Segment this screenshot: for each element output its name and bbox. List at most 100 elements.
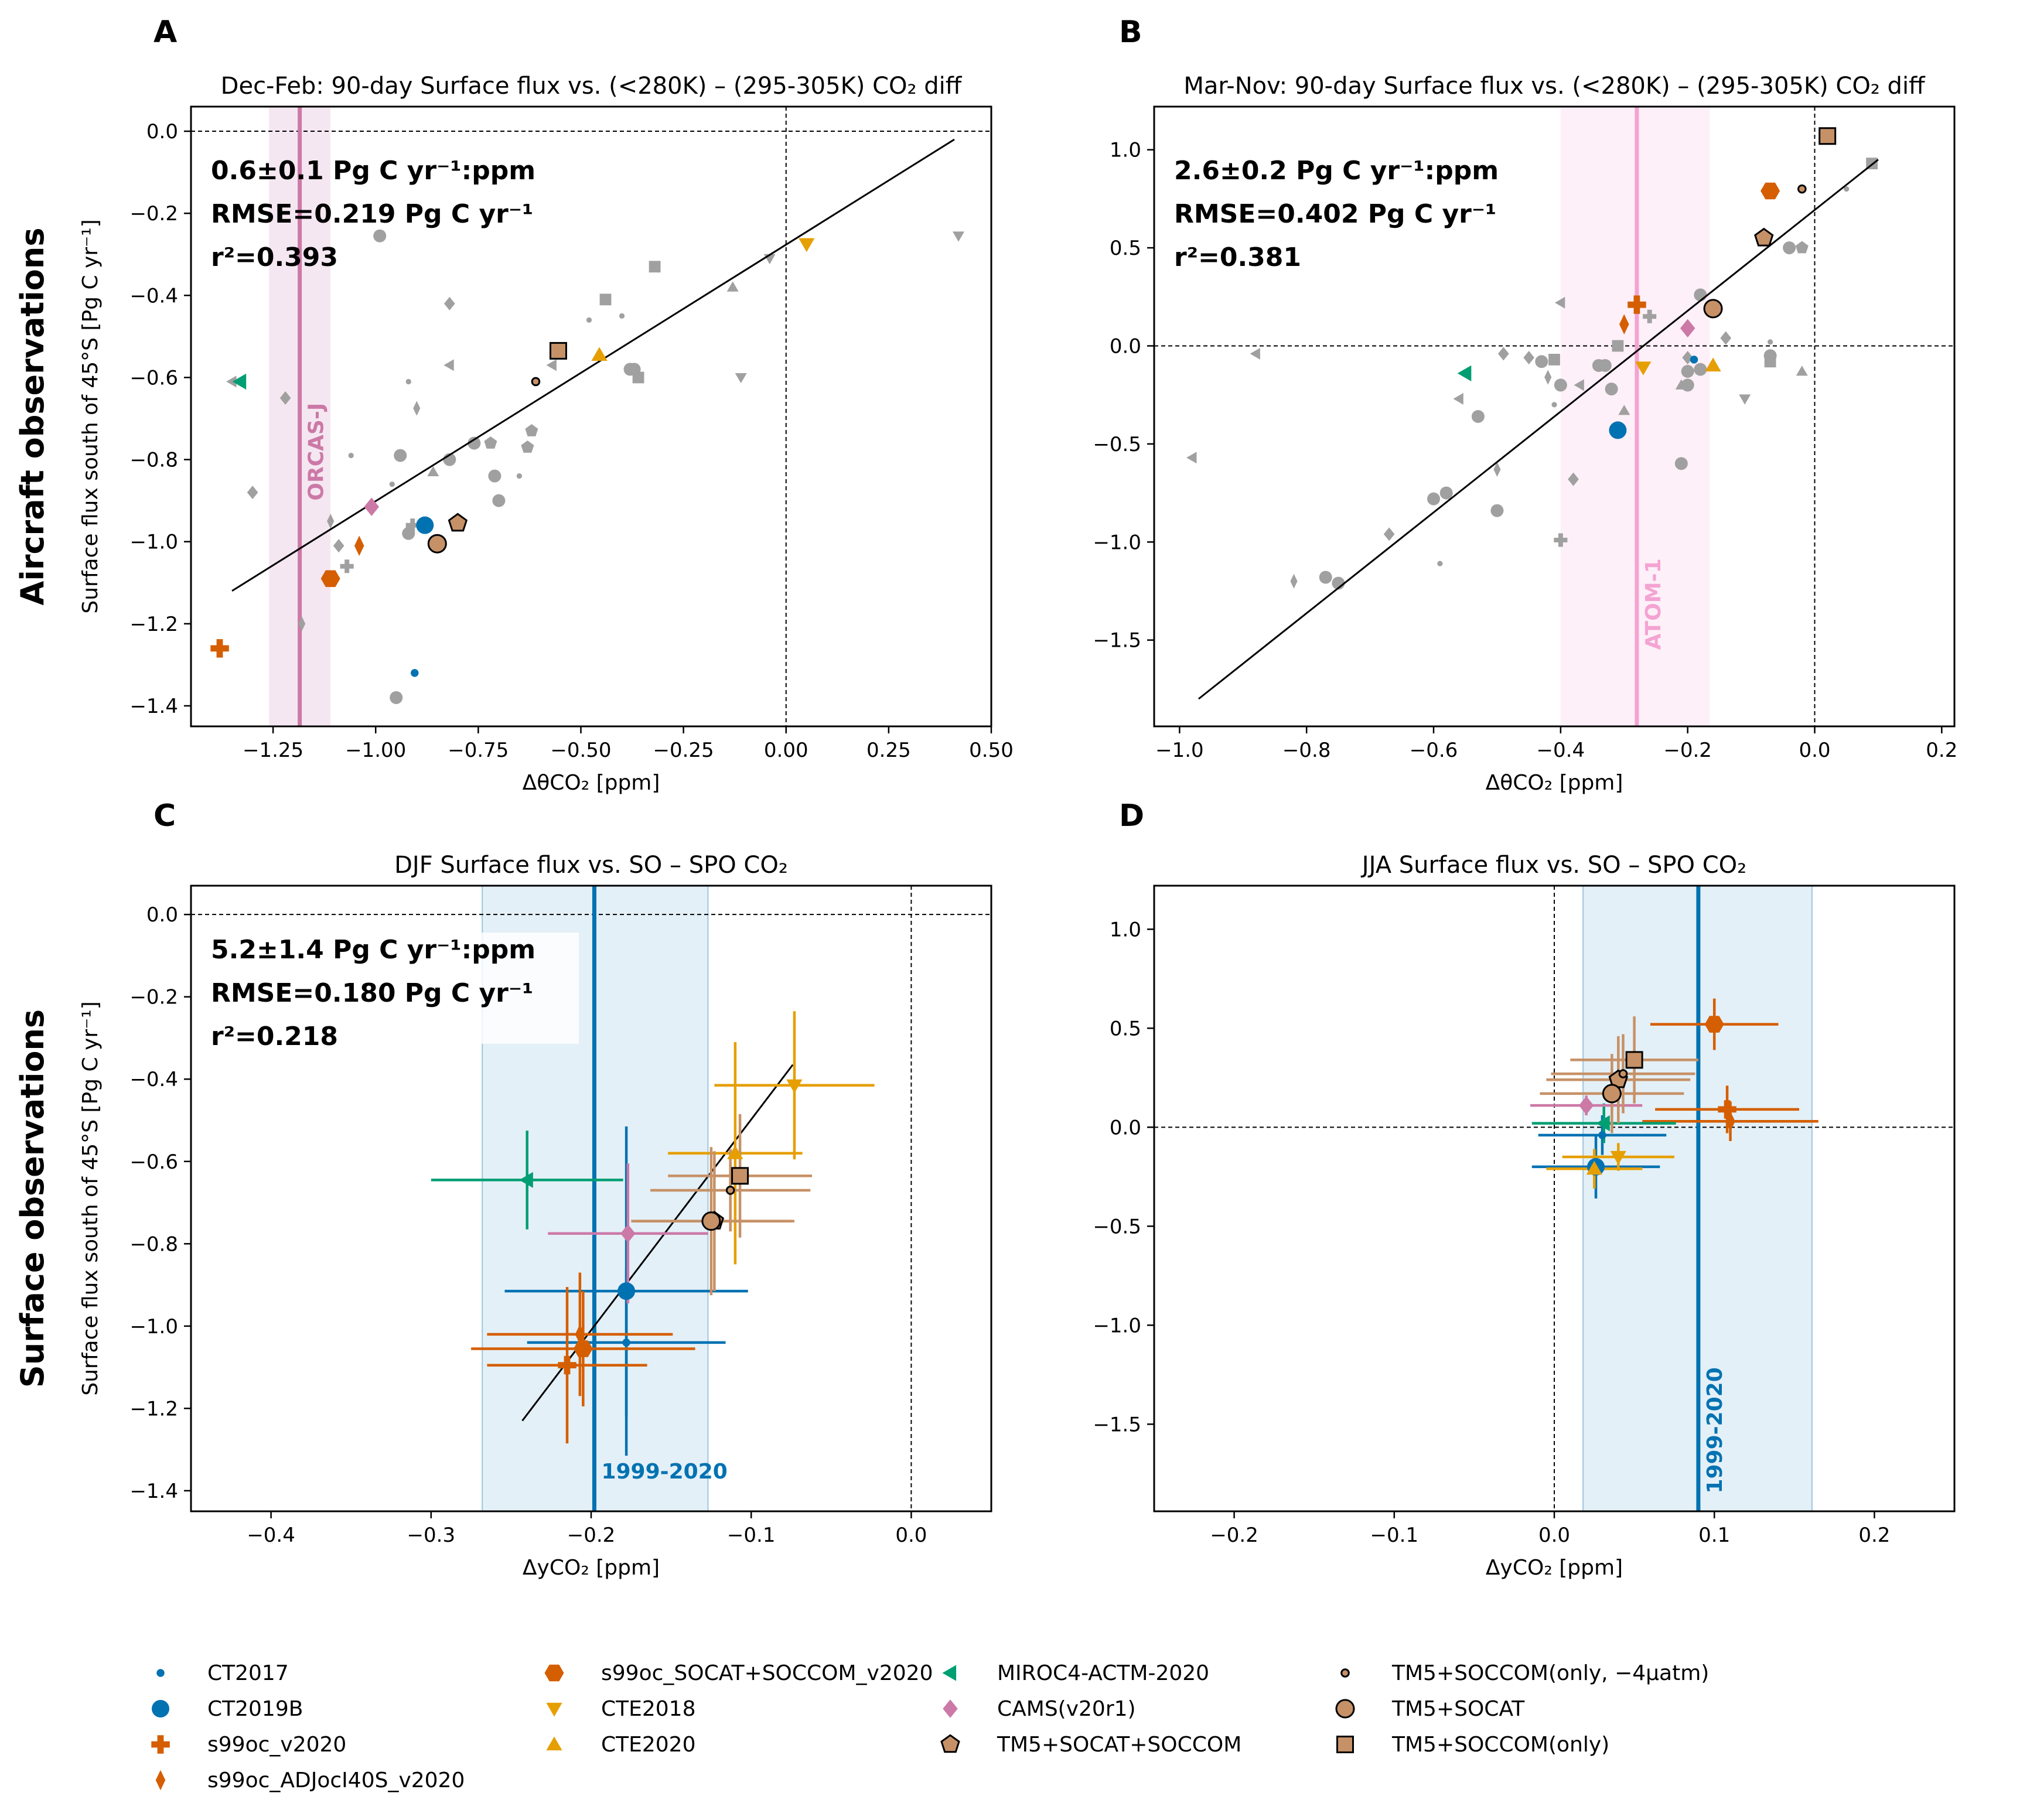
- y-tick-label: 0.0: [1110, 334, 1141, 358]
- y-tick-label: 1.0: [1110, 918, 1141, 941]
- legend-item: TM5+SOCAT: [1335, 1697, 1525, 1721]
- legend-item: MIROC4-ACTM-2020: [942, 1661, 1209, 1685]
- grey-point: [390, 691, 403, 704]
- x-axis-label: ΔyCO₂ [ppm]: [523, 1556, 660, 1580]
- stats-text: RMSE=0.180 Pg C yr⁻¹: [211, 978, 533, 1008]
- x-tick-label: −0.50: [550, 739, 611, 762]
- x-tick-label: −0.2: [567, 1524, 616, 1547]
- grey-point: [1523, 351, 1534, 365]
- stats-text: r²=0.393: [211, 243, 338, 272]
- legend-label: TM5+SOCAT: [1391, 1697, 1525, 1721]
- stats-text: 2.6±0.2 Pg C yr⁻¹:ppm: [1174, 156, 1499, 186]
- data-point: [354, 535, 364, 556]
- legend-label: TM5+SOCCOM(only): [1391, 1733, 1609, 1757]
- regression-line: [231, 138, 955, 592]
- x-tick-label: −0.8: [1282, 739, 1331, 762]
- x-tick-label: −1.25: [243, 739, 303, 762]
- data-point: [786, 1079, 803, 1094]
- x-tick-label: −0.1: [1370, 1524, 1419, 1547]
- grey-point: [525, 424, 538, 436]
- grey-point: [1544, 370, 1552, 385]
- grey-point: [1554, 533, 1568, 547]
- data-point: [731, 1167, 749, 1185]
- panel-a: ORCAS-J −1.25 −1.00 −0.75 −0.50 −0.25 0.00 0.25…: [79, 15, 1014, 795]
- data-point: [1596, 1115, 1610, 1132]
- x-axis-label: ΔyCO₂ [ppm]: [1486, 1556, 1623, 1580]
- data-point: [1628, 295, 1646, 314]
- grey-point: [586, 317, 592, 323]
- data-point: [725, 1186, 735, 1195]
- observation-label: ATOM-1: [1642, 558, 1666, 650]
- grey-point: [1186, 452, 1197, 464]
- grey-point: [1844, 186, 1850, 192]
- data-point: [411, 669, 419, 677]
- legend-item: TM5+SOCAT+SOCCOM: [940, 1733, 1241, 1757]
- legend-item: s99oc_v2020: [151, 1733, 346, 1757]
- data-point: [232, 373, 247, 390]
- x-tick-label: −0.2: [1663, 739, 1712, 762]
- legend-item: CTE2018: [546, 1697, 696, 1721]
- legend-item: TM5+SOCCOM(only): [1336, 1733, 1609, 1757]
- x-tick-label: −0.1: [727, 1524, 776, 1547]
- grey-point: [1795, 241, 1809, 254]
- data-point: [558, 1355, 576, 1375]
- y-tick-label: 0.0: [146, 120, 178, 144]
- y-tick-label: −0.6: [129, 1150, 178, 1174]
- legend-item: CAMS(v20r1): [943, 1697, 1136, 1721]
- grey-point: [226, 375, 237, 388]
- grey-point: [389, 481, 395, 487]
- grey-point: [1720, 331, 1732, 345]
- panel-letter: A: [153, 15, 177, 50]
- data-point: [727, 1145, 743, 1159]
- grey-point: [1427, 492, 1441, 506]
- y-tick-label: −0.5: [1093, 1215, 1141, 1238]
- grey-point: [521, 441, 534, 453]
- x-tick-label: −0.3: [407, 1524, 456, 1547]
- y-tick-label: −1.0: [1093, 531, 1141, 554]
- data-point: [1586, 1160, 1602, 1175]
- legend-item: s99oc_SOCAT+SOCCOM_v2020: [544, 1661, 933, 1685]
- grey-point: [1681, 364, 1694, 378]
- grey-point: [247, 486, 258, 500]
- data-point: [1618, 1069, 1628, 1078]
- x-tick-label: 0.2: [1926, 739, 1957, 762]
- data-point: [1718, 1100, 1736, 1119]
- panel-letter: B: [1119, 15, 1142, 50]
- data-point: [620, 1224, 636, 1243]
- x-tick-label: 0.25: [866, 739, 911, 762]
- grey-point: [516, 473, 523, 479]
- x-tick-label: 0.0: [1799, 739, 1830, 762]
- grey-point: [1490, 504, 1504, 517]
- grey-point: [1383, 527, 1395, 541]
- observation-label: ORCAS-J: [305, 403, 329, 501]
- data-point: [519, 1172, 533, 1188]
- legend-label: CAMS(v20r1): [997, 1697, 1136, 1721]
- grey-point: [1568, 472, 1579, 486]
- x-tick-label: −0.25: [653, 739, 714, 762]
- data-point: [531, 377, 541, 387]
- grey-point: [1767, 339, 1773, 345]
- y-axis-label: Surface flux south of 45°S [Pg C yr⁻¹]: [79, 1001, 103, 1395]
- legend-item: TM5+SOCCOM(only, −4µatm): [1340, 1661, 1709, 1685]
- legend-item: CTE2020: [546, 1733, 696, 1757]
- x-tick-label: −0.4: [247, 1524, 295, 1547]
- grey-point: [1618, 405, 1630, 415]
- grey-point: [348, 452, 354, 459]
- x-tick-label: 0.00: [764, 739, 808, 762]
- y-tick-label: −1.2: [129, 1397, 178, 1421]
- data-point: [622, 1338, 630, 1347]
- grey-point: [279, 391, 291, 405]
- chart-title: Mar-Nov: 90-day Surface flux vs. (<280K)…: [1183, 73, 1926, 100]
- y-tick-label: −0.4: [129, 1068, 178, 1091]
- grey-point: [1598, 358, 1612, 372]
- legend-marker: [155, 1770, 166, 1791]
- panel-b: ATOM-1 −1.0 −0.8 −0.6 −0.4 −0.2 0.0 0.2 −1.5 −1.0…: [1093, 15, 1957, 795]
- grey-point: [1783, 241, 1795, 255]
- y-tick-label: −1.0: [129, 531, 178, 554]
- grey-point: [1319, 571, 1332, 584]
- axes-frame: [190, 105, 992, 728]
- legend-marker: [1340, 1668, 1350, 1678]
- legend-label: CT2017: [207, 1661, 289, 1685]
- data-point: [591, 347, 608, 361]
- y-tick-label: −0.8: [129, 1232, 178, 1256]
